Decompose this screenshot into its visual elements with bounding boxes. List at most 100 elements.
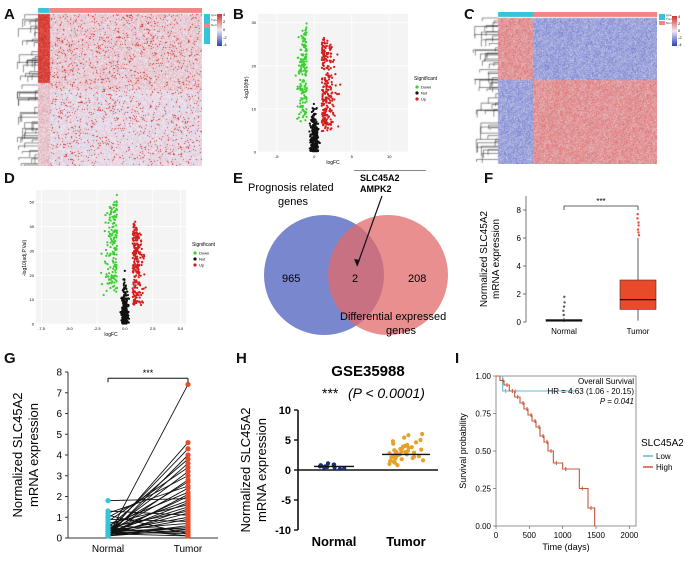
scatter-h-normal-point [342, 466, 347, 471]
paired-g-tumor-point [185, 456, 191, 462]
vd-point-down [114, 271, 117, 274]
vd-point-up [132, 223, 136, 226]
vd-point-down [115, 207, 118, 211]
vb-point-up [332, 58, 335, 62]
paired-g-pair-line [107, 504, 189, 524]
vd-point-down [111, 225, 114, 229]
scatter-h-tumor-point [419, 447, 424, 452]
vd-point-not [122, 291, 125, 294]
vb-point-not [313, 112, 316, 115]
venn-gene-1: SLC45A2 [360, 173, 400, 183]
vd-point-not [122, 284, 125, 287]
vb-point-down [304, 32, 307, 35]
vb-point-up [339, 83, 342, 86]
volcano-b-svg: -log10(fdr) logFC -5 0 5 10 0 10 20 30 S… [244, 14, 438, 166]
boxplot-f-outlier-normal [562, 313, 565, 317]
vd-point-down [115, 253, 118, 256]
vd-point-not [122, 314, 126, 317]
heatmap-c-type-label: type [666, 13, 672, 17]
vb-point-up [326, 39, 329, 42]
venn-right-count: 208 [408, 273, 426, 285]
vd-point-not [121, 312, 125, 315]
vb-point-down [303, 94, 306, 97]
vd-point-up [133, 262, 136, 265]
paired-g-tumor-point [185, 479, 191, 485]
volcano-b-legend-down: Down [421, 85, 431, 90]
vb-point-up [320, 66, 324, 69]
vd-point-not [120, 313, 123, 317]
scatter-h-tumor-point [393, 454, 399, 459]
vb-point-up [323, 58, 326, 62]
volcano-d-ytick-0: 0 [32, 322, 35, 327]
vb-point-down [301, 60, 304, 63]
heatmap-c-normal-label: Normal [666, 21, 676, 25]
paired-g-tumor-point [185, 485, 191, 491]
heatmap-c-tumor-label: Tumor [666, 17, 675, 21]
vd-point-up [134, 264, 137, 267]
vd-point-not [123, 293, 126, 296]
vd-point-up [136, 286, 139, 289]
vd-point-down [104, 262, 107, 265]
vd-point-down [112, 265, 115, 268]
vd-point-not [122, 309, 125, 312]
vd-point-up [144, 286, 147, 289]
vd-point-down [108, 232, 111, 236]
scatter-h-tumor-point [411, 450, 417, 455]
vd-point-up [140, 300, 144, 303]
vb-point-up [320, 121, 324, 124]
vd-point-up [134, 220, 137, 223]
volcano-b-ytick-3: 30 [252, 20, 257, 25]
volcano-d-svg: -log10(adj.P.Val) logFC -7.5 -5.0 -2.5 0… [22, 190, 216, 338]
vb-point-down [298, 60, 302, 63]
scatter-h-stars: *** [322, 385, 339, 401]
vd-point-not [121, 307, 124, 310]
scatter-h-ylabel-2: mRNA expression [254, 418, 269, 522]
vb-point-up [321, 102, 324, 105]
vb-point-up [329, 118, 332, 121]
vb-point-up [325, 42, 329, 45]
heatmap-a-tumor-label: Tumor [211, 18, 220, 22]
vb-point-down [299, 99, 302, 102]
vd-point-up [131, 256, 134, 260]
scatter-h-tumor-point [399, 457, 404, 462]
scatter-h-ytick-label: -5 [281, 495, 291, 507]
survival-i-panel: 0.00 0.25 0.50 0.75 1.00 0 500 1000 1500 2000 Time… [456, 358, 684, 562]
vb-point-up [324, 127, 327, 130]
vd-point-up [134, 284, 137, 287]
volcano-b-xtick-2: 5 [351, 154, 354, 159]
vd-point-up [134, 296, 137, 299]
vb-point-not [310, 110, 313, 114]
heatmap-c-canvas [472, 12, 657, 164]
vd-point-up [132, 293, 135, 296]
vd-point-up [138, 281, 141, 284]
vb-point-up [334, 91, 337, 94]
vd-point-not [123, 302, 126, 305]
vd-point-down [100, 271, 103, 274]
vb-point-down [305, 22, 308, 25]
vd-point-down [110, 234, 113, 237]
vd-point-up [131, 233, 135, 236]
survival-i-ytick-label: 0.75 [475, 410, 491, 419]
survival-i-xtick-label: 1000 [554, 531, 572, 540]
vd-point-down [107, 254, 111, 257]
vb-point-up [331, 60, 335, 63]
volcano-d-legend-not-dot [193, 257, 197, 261]
heatmap-a-tick-m2: -2 [223, 35, 227, 40]
paired-g-tumor-point [185, 464, 191, 471]
vd-point-up [138, 271, 141, 274]
boxplot-f-panel: 0 2 4 6 8 Normalized SLC45A2 mRNA expression No… [478, 186, 683, 346]
vd-point-down [113, 201, 116, 204]
heatmap-c-tick-0: 0 [678, 28, 681, 33]
vb-point-up [323, 61, 326, 64]
volcano-b-ytick-1: 10 [252, 106, 257, 111]
vd-point-down [113, 269, 117, 272]
vb-point-down [303, 38, 306, 41]
vb-point-up [324, 90, 327, 93]
vd-point-up [133, 257, 137, 260]
vd-point-up [134, 280, 137, 283]
panel-label-g: G [4, 350, 16, 367]
vd-point-down [109, 286, 112, 290]
vd-point-down [115, 275, 118, 278]
vb-point-down [303, 57, 306, 61]
vd-point-up [132, 289, 135, 292]
